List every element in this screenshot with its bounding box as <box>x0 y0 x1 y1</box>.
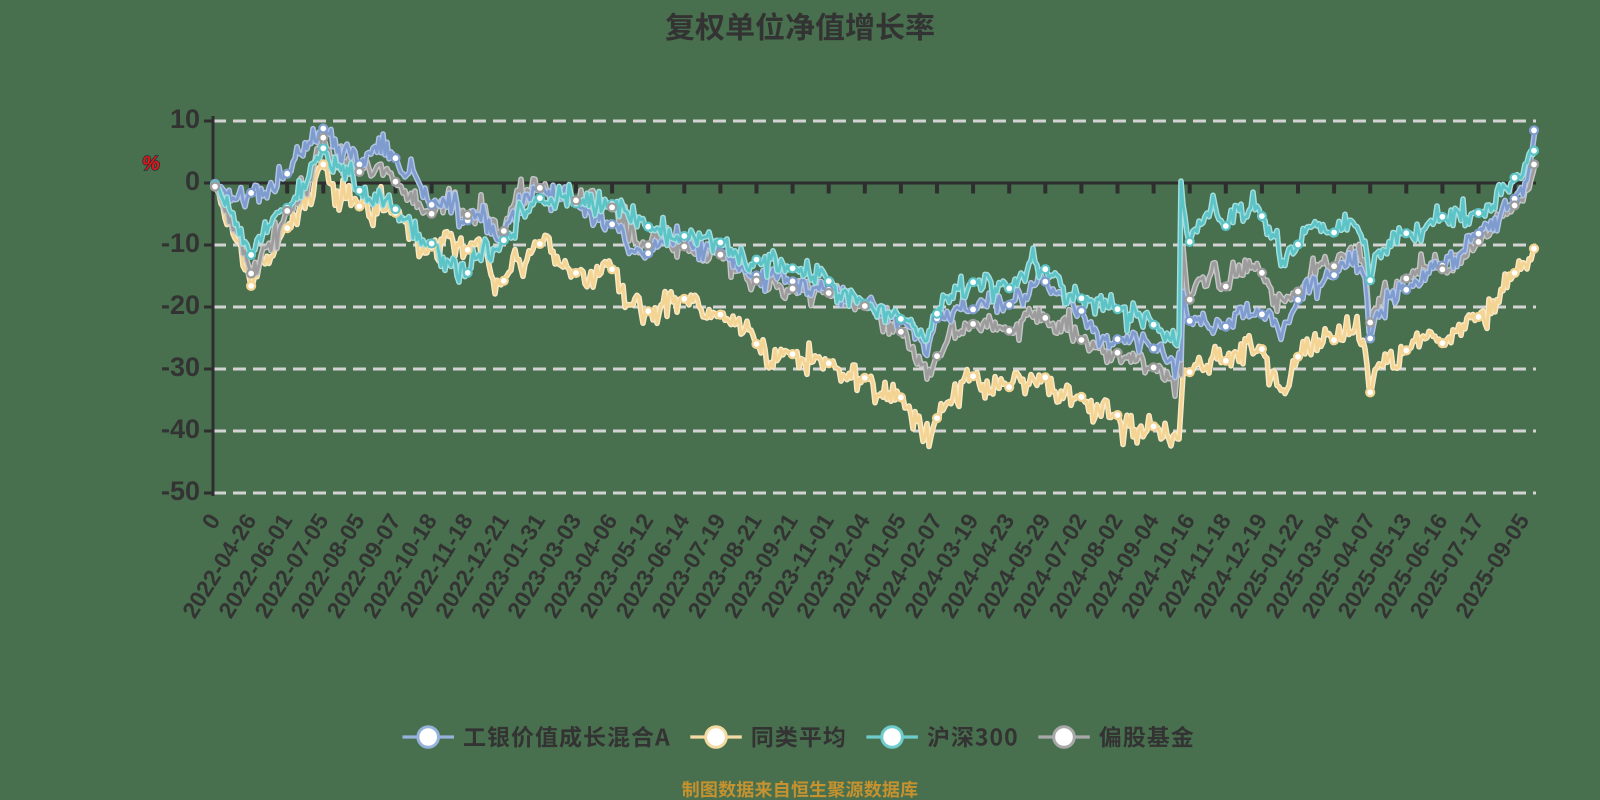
svg-text:-40: -40 <box>161 414 200 444</box>
svg-text:-10: -10 <box>161 228 200 258</box>
svg-text:10: 10 <box>170 104 200 134</box>
svg-text:-30: -30 <box>161 352 200 382</box>
svg-text:-20: -20 <box>161 290 200 320</box>
svg-text:%: % <box>142 153 160 175</box>
svg-text:0: 0 <box>185 166 200 196</box>
svg-text:-50: -50 <box>161 476 200 506</box>
